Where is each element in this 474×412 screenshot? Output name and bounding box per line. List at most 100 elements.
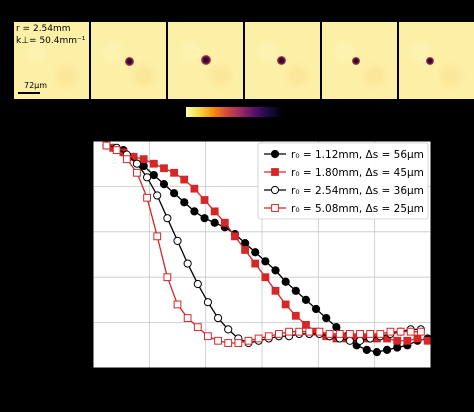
data-point [254,334,263,343]
data-point [291,311,300,320]
data-point [224,325,233,334]
data-point [302,320,310,329]
legend-label: r₀ = 5.08mm, Δs = 25μm [291,203,424,215]
legend-swatch-marker [270,185,280,195]
data-point [173,236,182,245]
legend-swatch-marker [270,149,280,159]
plot-frame [92,140,432,369]
data-point [139,155,148,164]
data-point [322,313,331,323]
data-point [281,277,290,286]
data-point [423,336,432,345]
data-point [261,273,270,282]
data-point [193,323,202,332]
data-point [203,298,213,307]
data-point [376,330,385,338]
data-point [149,170,158,180]
data-point [160,164,168,173]
data-point [153,191,162,200]
data-point [190,184,199,193]
data-point [200,196,209,204]
data-point [345,330,354,338]
image-frame-1: r = 2.54mm k⊥= 50.4mm⁻¹ 72μm [14,22,89,99]
data-point [143,193,151,202]
data-point [149,159,158,168]
data-point [170,168,179,177]
r-label: r = 2.54mm [16,24,71,34]
data-point [406,327,415,336]
data-point [133,168,141,177]
data-point [180,175,189,184]
data-point [231,232,239,241]
data-point [291,286,300,295]
legend-swatch-marker [271,168,279,176]
data-point [271,266,280,275]
image-frame-6 [399,22,474,99]
scale-bar-label: 72μm [24,81,48,90]
image-frame-3 [168,22,243,99]
data-point [183,259,192,268]
data-point [173,300,182,309]
focal-spot [352,57,360,65]
data-point [213,313,223,323]
data-point [234,339,243,347]
legend: r₀ = 1.12mm, Δs = 56μm r₀ = 1.80mm, Δs = … [257,142,429,220]
focal-spot [125,57,134,66]
legend-label: r₀ = 2.54mm, Δs = 36μm [291,185,424,197]
legend-item: r₀ = 1.12mm, Δs = 56μm [264,149,424,161]
data-point [261,257,270,266]
legend-item: r₀ = 2.54mm, Δs = 36μm [264,185,424,197]
data-point [332,323,341,332]
data-point [220,218,229,227]
data-point [122,155,131,164]
data-point [200,214,209,223]
focal-spot [201,55,211,65]
data-point [403,336,412,345]
data-point [355,336,365,345]
data-point [241,246,249,254]
data-point [416,327,425,336]
scale-bar [18,92,40,94]
data-point [190,207,199,216]
series-4 [102,141,425,347]
legend-item: r₀ = 5.08mm, Δs = 25μm [264,203,424,215]
data-point [264,332,273,341]
legend-label: r₀ = 1.12mm, Δs = 56μm [291,149,424,161]
data-point [345,336,354,345]
data-point [386,327,395,336]
data-point [372,348,382,357]
data-point [214,336,222,345]
data-point [204,332,212,341]
series-layer [102,141,432,357]
data-point [315,327,324,336]
data-point [210,218,219,227]
data-point [393,336,402,345]
data-point [413,334,422,343]
data-point [102,141,111,150]
focal-spot [426,57,434,65]
data-point [285,327,293,336]
data-point [163,214,172,223]
legend-item: r₀ = 1.80mm, Δs = 45μm [264,167,424,179]
data-point [180,198,189,207]
data-point [393,343,402,352]
data-point [396,327,405,336]
data-point [295,327,304,336]
data-point [170,189,179,198]
data-point [112,146,121,154]
image-frame-5 [322,22,397,99]
data-point [210,207,219,216]
image-strip: r = 2.54mm k⊥= 50.4mm⁻¹ 72μm [14,22,474,99]
data-point [356,330,364,338]
colorbar [186,107,282,117]
legend-label: r₀ = 1.80mm, Δs = 45μm [291,167,424,179]
data-point [183,314,192,322]
data-point [153,232,162,241]
data-point [382,345,392,354]
focal-spot [277,56,286,65]
data-point [224,339,233,347]
data-point [251,248,260,257]
data-point [159,180,169,189]
